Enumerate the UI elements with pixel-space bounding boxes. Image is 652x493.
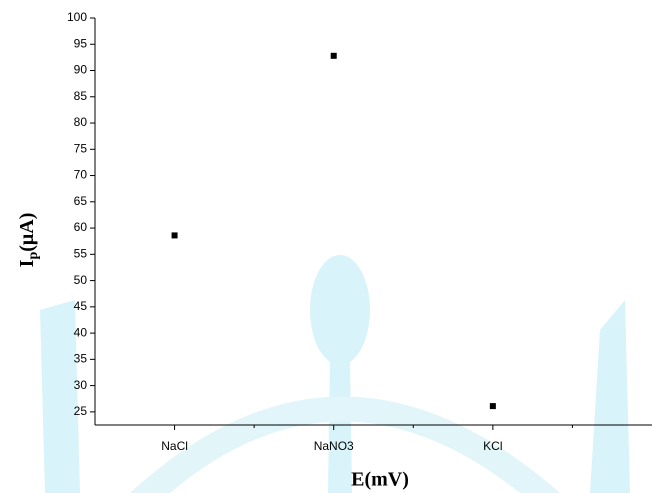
y-tick-label: 35 <box>74 352 88 366</box>
y-tick-label: 60 <box>74 220 88 234</box>
y-tick-label: 95 <box>74 36 88 50</box>
x-tick-label: NaNO3 <box>314 439 354 453</box>
y-axis-label: Ip(μA) <box>16 213 42 268</box>
y-tick-label: 30 <box>74 378 88 392</box>
y-label-main: I <box>16 259 38 267</box>
y-tick-label: 50 <box>74 273 88 287</box>
y-tick-label: 65 <box>74 194 88 208</box>
x-tick-label: KCl <box>483 439 502 453</box>
y-label-rest: (μA) <box>16 213 38 252</box>
point <box>171 232 178 239</box>
y-tick-label: 55 <box>74 246 88 260</box>
y-tick-label: 40 <box>74 325 88 339</box>
point <box>330 52 337 59</box>
y-tick-label: 80 <box>74 115 88 129</box>
x-axis-label: E(mV) <box>351 469 409 491</box>
point <box>489 403 496 410</box>
y-label-sub: p <box>26 252 41 260</box>
watermark <box>40 255 630 493</box>
y-tick-label: 100 <box>67 10 87 24</box>
y-tick-label: 70 <box>74 168 88 182</box>
y-tick-label: 85 <box>74 89 88 103</box>
y-tick-label: 25 <box>74 404 88 418</box>
x-tick-label: NaCl <box>161 439 188 453</box>
y-tick-label: 75 <box>74 141 88 155</box>
y-tick-label: 90 <box>74 63 88 77</box>
y-tick-label: 45 <box>74 299 88 313</box>
